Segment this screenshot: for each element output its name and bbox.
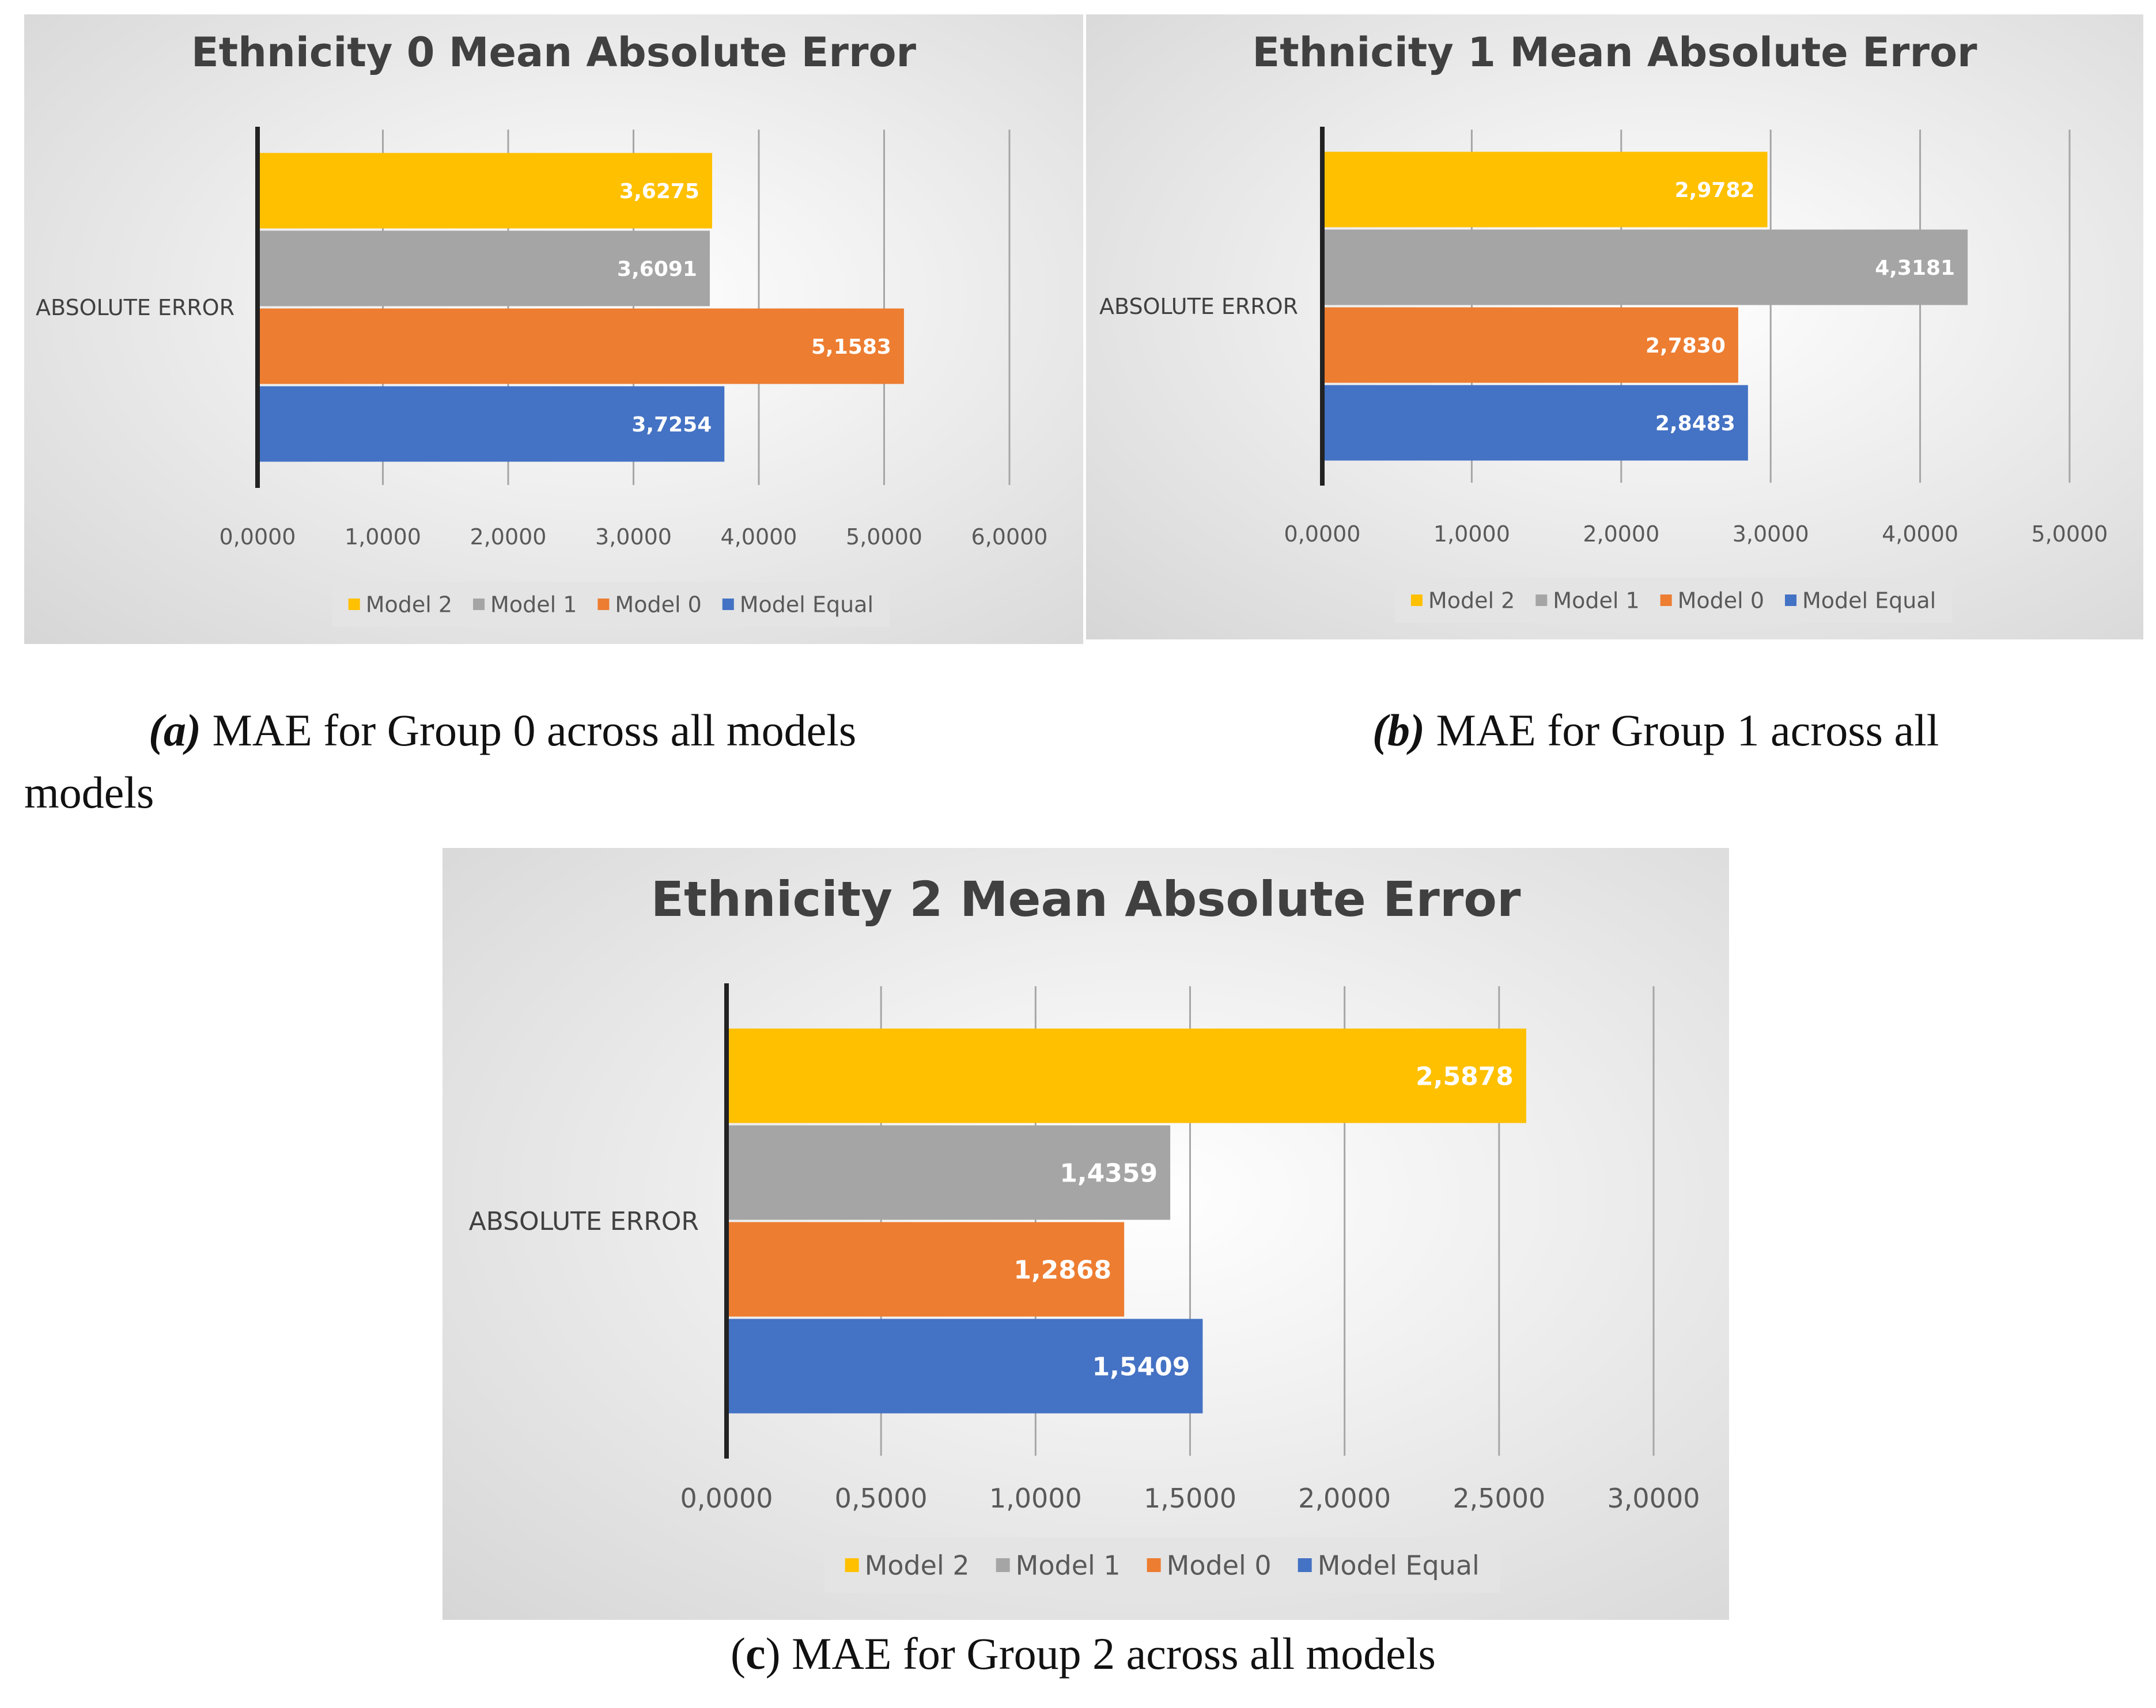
legend-swatch <box>1660 594 1672 606</box>
legend-swatch <box>597 599 610 610</box>
tick-label: 4,0000 <box>1882 521 1958 547</box>
category-label: ABSOLUTE ERROR <box>1099 294 1298 319</box>
caption-b-wrap: models <box>24 768 154 817</box>
legend-swatch <box>1410 594 1423 606</box>
tick-label: 0,0000 <box>220 524 296 550</box>
legend-swatch <box>1785 594 1797 606</box>
legend-label: Model 1 <box>1553 588 1639 613</box>
legend-label: Model 2 <box>865 1550 970 1581</box>
chart-svg: Ethnicity 2 Mean Absolute Error 2,5878 1,4… <box>469 871 1700 1593</box>
legend-label: Model 0 <box>1167 1550 1272 1581</box>
data-label: 2,5878 <box>1416 1062 1514 1091</box>
chart-panel-c: Ethnicity 2 Mean Absolute Error 2,5878 1,4… <box>442 848 1729 1620</box>
legend-label: Model 2 <box>1428 588 1515 613</box>
chart-panel-b: Ethnicity 1 Mean Absolute Error 2,9782 4,3… <box>1086 14 2143 639</box>
caption-c-paren-close: ) <box>765 1629 781 1679</box>
category-label: ABSOLUTE ERROR <box>469 1207 699 1236</box>
caption-b-letter: (b) <box>1372 705 1425 755</box>
caption-a: (a) MAE for Group 0 across all models <box>149 706 856 755</box>
tick-label: 6,0000 <box>971 524 1048 550</box>
tick-label: 3,0000 <box>595 524 672 550</box>
tick-label: 5,0000 <box>2032 521 2108 547</box>
caption-c-paren-open: ( <box>731 1629 746 1679</box>
legend-label: Model 1 <box>1016 1550 1121 1581</box>
bar-model-1 <box>727 1125 1171 1220</box>
bar-model-2 <box>727 1028 1526 1123</box>
legend-swatch <box>348 599 360 610</box>
tick-label: 1,0000 <box>345 524 421 550</box>
legend-swatch <box>722 599 734 610</box>
legend-label: Model 0 <box>615 592 701 618</box>
tick-label: 3,0000 <box>1607 1483 1700 1514</box>
legend-swatch <box>1147 1558 1161 1572</box>
legend-swatch <box>996 1558 1010 1572</box>
bar-model-1 <box>258 230 710 306</box>
legend-swatch <box>473 599 485 610</box>
caption-b-wrap-text: models <box>24 767 154 817</box>
data-label: 5,1583 <box>811 335 891 359</box>
chart-panel-a: Ethnicity 0 Mean Absolute Error 3,6275 3,6… <box>24 14 1083 644</box>
bar-model-equal <box>1322 385 1748 461</box>
caption-a-text: MAE for Group 0 across all models <box>201 705 857 755</box>
caption-c: (c) MAE for Group 2 across all models <box>731 1629 1436 1679</box>
data-label: 3,7254 <box>631 413 712 437</box>
tick-label: 2,0000 <box>1583 521 1659 547</box>
legend-box <box>824 1537 1500 1593</box>
bar-model-equal <box>258 386 725 462</box>
tick-label: 5,0000 <box>846 524 922 550</box>
tick-label: 2,5000 <box>1453 1483 1545 1514</box>
bar-model-2 <box>1322 152 1768 228</box>
legend-label: Model 1 <box>490 592 577 618</box>
chart-title: Ethnicity 2 Mean Absolute Error <box>651 871 1521 927</box>
bar-model-0 <box>1322 307 1738 383</box>
caption-b: (b) MAE for Group 1 across all <box>1372 706 1939 755</box>
tick-label: 2,0000 <box>470 524 547 550</box>
bar-model-equal <box>727 1319 1203 1414</box>
bar-model-0 <box>258 308 904 384</box>
data-label: 2,8483 <box>1655 412 1735 435</box>
caption-c-letter: c <box>745 1629 766 1679</box>
chart-title: Ethnicity 0 Mean Absolute Error <box>191 29 917 76</box>
data-label: 2,9782 <box>1675 179 1755 202</box>
tick-label: 3,0000 <box>1733 521 1809 547</box>
legend-label: Model 0 <box>1678 588 1764 613</box>
data-label: 2,7830 <box>1646 334 1726 358</box>
tick-label: 1,0000 <box>1433 521 1510 547</box>
data-label: 1,5409 <box>1092 1352 1190 1381</box>
legend-swatch <box>1535 594 1548 606</box>
data-label: 1,2868 <box>1013 1255 1111 1285</box>
legend-swatch <box>1298 1558 1312 1572</box>
bar-model-0 <box>727 1222 1125 1317</box>
legend-swatch <box>845 1558 859 1572</box>
tick-label: 1,5000 <box>1144 1483 1236 1514</box>
category-label: ABSOLUTE ERROR <box>36 295 234 320</box>
legend-label: Model Equal <box>1318 1550 1480 1581</box>
legend-label: Model Equal <box>1802 588 1936 613</box>
data-label: 3,6091 <box>617 257 697 281</box>
caption-c-text: MAE for Group 2 across all models <box>780 1629 1436 1679</box>
tick-label: 2,0000 <box>1298 1483 1391 1514</box>
data-label: 1,4359 <box>1060 1158 1158 1188</box>
legend-label: Model Equal <box>740 592 873 618</box>
tick-label: 1,0000 <box>989 1483 1082 1514</box>
legend-box <box>1394 578 1953 623</box>
tick-label: 0,0000 <box>680 1483 773 1514</box>
tick-label: 0,0000 <box>1284 521 1361 547</box>
chart-title: Ethnicity 1 Mean Absolute Error <box>1252 29 1977 76</box>
legend-box <box>332 582 890 627</box>
data-label: 3,6275 <box>619 180 699 203</box>
bar-model-2 <box>258 153 712 229</box>
chart-svg: Ethnicity 1 Mean Absolute Error 2,9782 4,3… <box>1099 29 2108 623</box>
data-label: 4,3181 <box>1875 256 1955 280</box>
bar-model-1 <box>1322 229 1968 305</box>
caption-a-letter: (a) <box>149 705 201 755</box>
chart-svg: Ethnicity 0 Mean Absolute Error 3,6275 3,6… <box>36 29 1048 627</box>
tick-label: 0,5000 <box>835 1483 928 1514</box>
caption-b-text: MAE for Group 1 across all <box>1424 705 1939 755</box>
legend-label: Model 2 <box>366 592 452 618</box>
tick-label: 4,0000 <box>721 524 797 550</box>
